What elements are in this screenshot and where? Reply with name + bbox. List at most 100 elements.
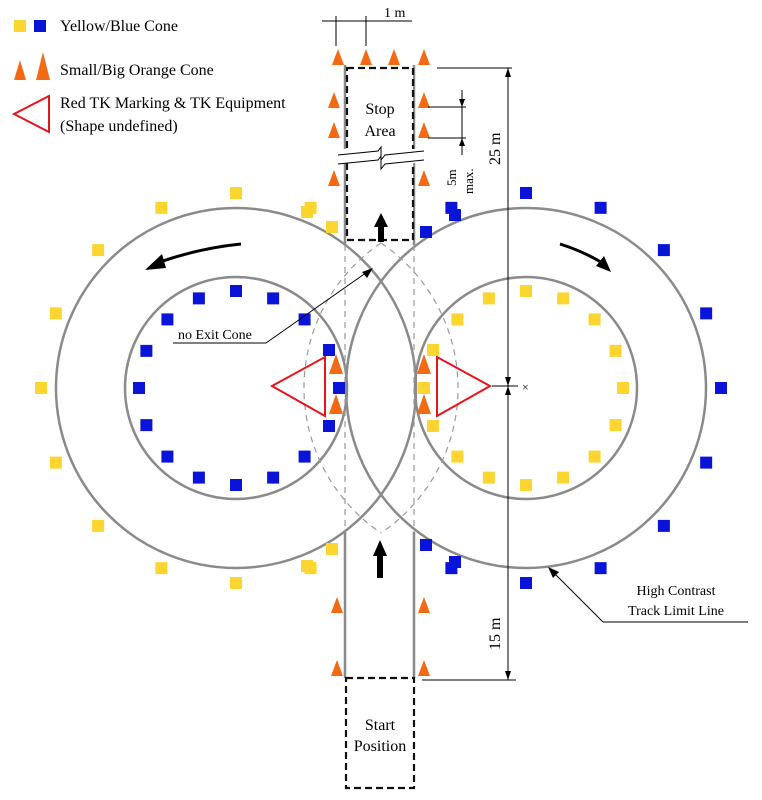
blue-cones [133,187,727,589]
yellow-cone [230,577,242,589]
yellow-cone [427,420,439,432]
small-orange-cone [418,49,430,65]
cone-spacing-arrow-bottom-icon [459,138,465,146]
small-orange-cone [331,660,343,676]
yellow-cone [557,471,570,484]
yellow-cone [230,187,242,199]
left-inner-track-line [123,275,349,501]
left-circle-ccw-arrow [159,242,242,264]
no-exit-leader-line [265,269,371,344]
cone-spacing-label: 5m [444,169,459,186]
start-label-line1: Start [365,717,396,734]
blue-cone [133,382,145,394]
blue-cone [520,577,532,589]
start-label-line2: Position [354,738,406,755]
break-symbol-lower [337,154,425,171]
blue-cone [657,244,670,257]
legend-tk-marking-icon [11,94,50,134]
yellow-cone [301,206,313,218]
yellow-cone [588,450,601,463]
big-orange-cone [417,394,431,414]
legend-cone-colors-label: Yellow/Blue Cone [60,18,178,35]
left-tk-marking [269,355,326,418]
yellow-cone [49,307,62,320]
stop-area: Stop Area [337,66,425,242]
left-outer-track-line [54,206,418,570]
small-orange-cone [388,49,400,65]
stop-area-label-line1: Stop [365,101,394,118]
blue-cone [323,420,335,432]
legend-tk-label-line1: Red TK Marking & TK Equipment [60,95,286,112]
small-orange-cone [328,170,340,186]
entry-direction-arrow-icon [373,540,387,578]
upper-length-label: 25 m [487,132,504,165]
cone-spacing-arrow-top-icon [459,99,465,107]
small-orange-cone [328,122,340,138]
blue-cone [594,562,607,575]
legend-blue-cone-icon [34,20,46,32]
lower-arrow-top-icon [505,386,511,395]
yellow-cones [35,187,629,589]
legend: Yellow/Blue Cone Small/Big Orange Cone R… [11,18,286,135]
blue-cone [230,479,242,491]
blue-cone [420,226,432,238]
small-orange-cone [360,49,372,65]
break-symbol-upper [337,145,425,162]
blue-cone [267,471,280,484]
rotation-arrows [145,242,611,272]
legend-orange-cones-label: Small/Big Orange Cone [60,62,214,79]
blue-cone [298,450,311,463]
upper-arrow-bottom-icon [505,377,511,386]
yellow-cone [92,244,105,257]
yellow-cone [609,419,622,432]
yellow-cone [155,562,168,575]
blue-cone [594,201,607,214]
right-inner-track-line [413,275,639,501]
right-circle-cw-arrow [559,242,605,266]
blue-cone [449,556,461,568]
right-outer-track-line [344,206,708,570]
big-orange-cone [417,354,431,374]
small-orange-cone [418,170,430,186]
track [54,65,708,678]
cone-spacing-qualifier: max. [461,168,476,194]
yellow-cone [427,344,439,356]
yellow-cone [451,313,464,326]
no-exit-annotation: no Exit Cone [173,268,373,344]
blue-cone [420,539,432,551]
yellow-cone [155,201,168,214]
lane-width-label: 1 m [384,6,406,21]
legend-small-orange-cone-icon [14,60,26,80]
track-limit-leader-arrowhead-icon [548,567,559,578]
yellow-cone [617,382,629,394]
blue-cone [230,285,242,297]
left-circle-ccw-arrowhead-icon [145,254,166,270]
yellow-cone [35,382,47,394]
exit-direction-arrow-icon [374,213,388,242]
blue-cone [700,307,713,320]
yellow-cone [520,479,532,491]
small-orange-cone [328,92,340,108]
yellow-cone [520,285,532,297]
blue-cone [333,382,345,394]
yellow-cone [418,382,430,394]
yellow-cone [588,313,601,326]
dashed-crossing-left-arc [303,242,382,534]
orange-cones [328,49,431,676]
small-orange-cone [418,660,430,676]
right-tk-marking [436,355,493,418]
blue-cone [140,344,153,357]
blue-cone [140,419,153,432]
start-position-box [344,676,416,790]
blue-cone [161,313,174,326]
yellow-cone [326,543,338,555]
blue-cone [700,456,713,469]
blue-cone [520,187,532,199]
yellow-cone [482,292,495,305]
small-orange-cone [332,49,344,65]
yellow-cone [451,450,464,463]
legend-big-orange-cone-icon [36,52,50,80]
small-orange-cone [331,597,343,613]
legend-tk-label-line2: (Shape undefined) [60,118,178,135]
